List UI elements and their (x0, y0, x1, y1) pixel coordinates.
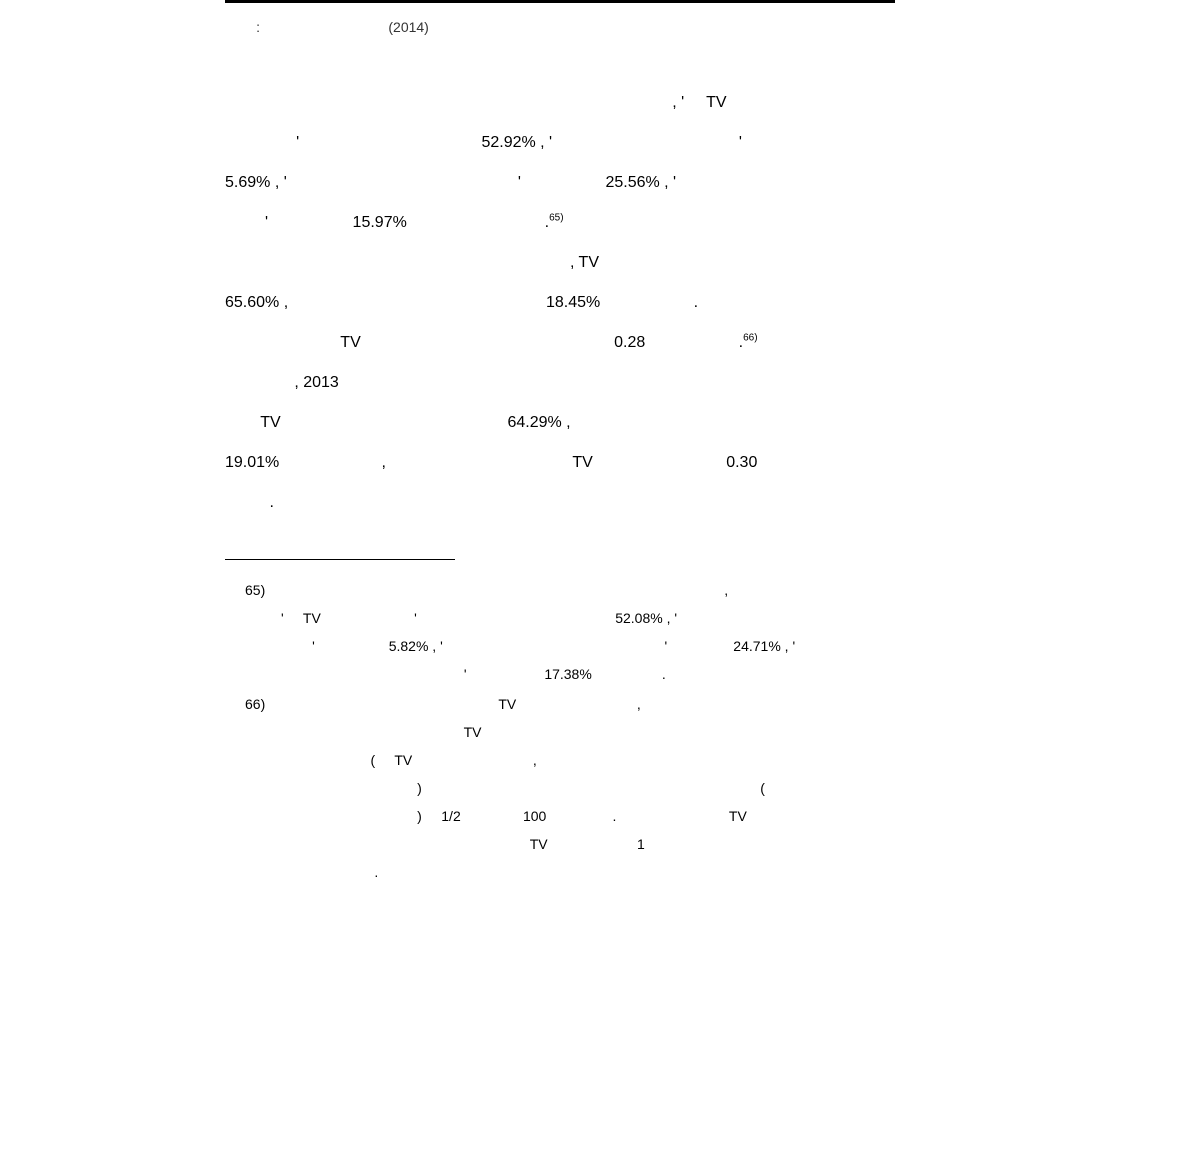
f66-s4: ( (370, 752, 375, 768)
p2-s4: . (694, 294, 698, 311)
source-citation: : (2014) (225, 19, 895, 35)
f65-s3: TV (303, 610, 321, 626)
p3-s6: TV (572, 454, 592, 471)
p1-s9: ' (265, 214, 268, 231)
f65-s4: ' (414, 610, 417, 626)
p2-s3: 18.45% (546, 294, 600, 311)
f65-s8: ' (664, 638, 667, 654)
p2-s2: 65.60% , (225, 294, 288, 311)
p3-s3: 64.29% , (507, 414, 570, 431)
f65-s7: 5.82% , ' (389, 638, 443, 654)
f66-s12: . (612, 808, 616, 824)
p3-s2: TV (260, 414, 280, 431)
footnote-ref-66: 66) (743, 333, 757, 344)
p1-s6: 5.69% , ' (225, 174, 287, 191)
body-text: , ' TV ' 52.92% , ' ' 5.69% , ' (225, 83, 895, 523)
paragraph-3: , 2013 TV 64.29% , 19.01% , (225, 363, 895, 523)
f65-s1: , (724, 582, 728, 598)
p1-s4: 52.92% , ' (481, 134, 552, 151)
f66-s9: ) (417, 808, 422, 824)
p1-s5: ' (739, 134, 742, 151)
f65-s11: 17.38% (544, 666, 591, 682)
p3-s5: , (382, 454, 386, 471)
f66-s15: 1 (637, 836, 645, 852)
footnotes-section: 65) , ' TV (225, 576, 895, 886)
paragraph-2: , TV 65.60% , 18.45% . TV (225, 243, 895, 363)
p1-s8: 25.56% , ' (605, 174, 676, 191)
f66-s11: 100 (523, 808, 546, 824)
f66-s8: ( (760, 780, 765, 796)
footnote-65: 65) , ' TV (225, 576, 895, 688)
p3-s8: . (269, 494, 273, 511)
f66-s2: , (637, 696, 641, 712)
p2-s5: TV (340, 334, 360, 351)
p1-s10: 15.97% (353, 214, 407, 231)
p2-s6: 0.28 (614, 334, 645, 351)
f65-s12: . (662, 666, 666, 682)
footnote-66: 66) TV , TV (225, 690, 895, 886)
f65-s10: ' (464, 666, 467, 682)
f66-s14: TV (530, 836, 548, 852)
f66-s6: , (533, 752, 537, 768)
footnote-65-num: 65) (245, 582, 265, 598)
p3-s1: , 2013 (294, 374, 338, 391)
p1-s3: ' (296, 134, 299, 151)
p1-s2: TV (706, 94, 726, 111)
document-page: : (2014) , ' TV (225, 0, 895, 888)
f66-s1: TV (498, 696, 516, 712)
f66-s5: TV (394, 752, 412, 768)
f66-s16: . (374, 864, 378, 880)
paragraph-1: , ' TV ' 52.92% , ' ' 5.69% , ' (225, 83, 895, 243)
footnote-ref-65: 65) (549, 213, 563, 224)
f66-s3: TV (464, 724, 482, 740)
footnote-66-num: 66) (245, 696, 265, 712)
f66-s7: ) (417, 780, 422, 796)
source-label: : (256, 19, 260, 35)
p3-s4: 19.01% (225, 454, 279, 471)
f66-s10: 1/2 (441, 808, 460, 824)
f65-s9: 24.71% , ' (733, 638, 795, 654)
footnote-separator (225, 559, 455, 560)
p3-s7: 0.30 (726, 454, 757, 471)
f65-s5: 52.08% , ' (615, 610, 677, 626)
f66-s13: TV (729, 808, 747, 824)
f65-s2: ' (281, 610, 284, 626)
f65-s6: ' (312, 638, 315, 654)
table-border-bottom (225, 0, 895, 3)
p2-s1: , TV (570, 254, 599, 271)
p1-s7: ' (518, 174, 521, 191)
p1-s1: , ' (672, 94, 684, 111)
source-year: (2014) (388, 19, 428, 35)
